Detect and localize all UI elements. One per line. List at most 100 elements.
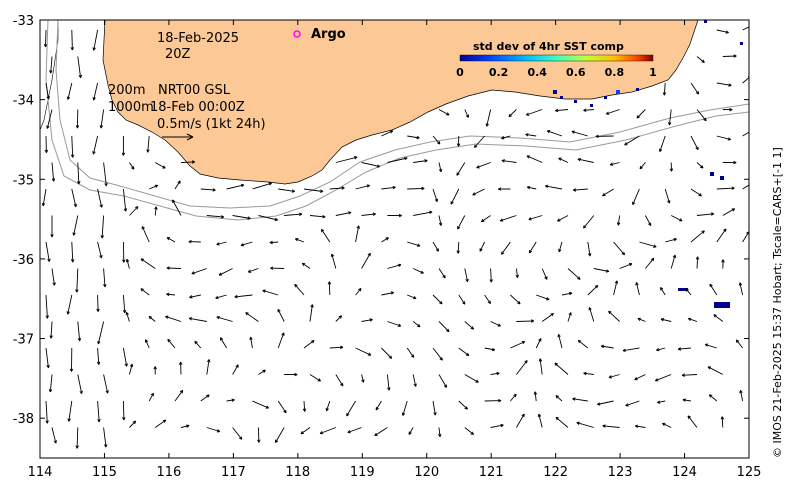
current-vector-head [733, 160, 737, 165]
current-vector-head [557, 334, 561, 338]
current-vector [526, 109, 543, 116]
current-vector [573, 188, 588, 191]
current-vector [250, 336, 253, 349]
current-vector-head [413, 383, 417, 387]
current-vector-head [49, 70, 53, 74]
current-vector [501, 135, 511, 139]
current-vector-head [568, 291, 573, 296]
current-vector-head [525, 112, 530, 116]
current-vector-head [140, 258, 145, 262]
current-vector [510, 294, 521, 305]
current-vector [206, 215, 224, 218]
current-vector-head [446, 328, 450, 333]
current-vector-head [150, 392, 154, 397]
current-vector-head [546, 129, 551, 134]
current-vector-head [392, 185, 396, 190]
current-vector [587, 241, 591, 257]
current-vector-head [186, 424, 190, 428]
current-vector [432, 294, 443, 305]
current-vector [558, 241, 563, 253]
current-vector-head [654, 378, 659, 382]
current-vector-head [66, 96, 71, 100]
current-vector-head [96, 308, 100, 312]
current-vector-head [733, 54, 737, 58]
current-vector [51, 162, 55, 182]
current-vector [140, 258, 156, 269]
current-vector [716, 135, 731, 141]
current-vector [122, 347, 128, 367]
current-vector-head [417, 323, 421, 328]
current-vector [149, 184, 158, 190]
current-vector [309, 215, 326, 218]
current-vector [167, 339, 176, 349]
current-vector [347, 427, 362, 433]
current-vector-head [595, 134, 599, 139]
current-vector [458, 400, 468, 410]
current-vector [226, 184, 245, 190]
current-vector [613, 280, 618, 296]
current-vector-head [165, 315, 169, 319]
current-vector-head [679, 218, 683, 222]
current-vector-head [587, 253, 592, 257]
current-vector [42, 188, 47, 206]
current-vector-head [703, 117, 707, 122]
current-vector [346, 400, 356, 417]
current-vector [129, 206, 139, 216]
current-vector [490, 424, 504, 428]
current-vector-head [220, 215, 225, 219]
current-vector [597, 400, 614, 405]
current-vector [716, 29, 729, 34]
current-vector [407, 187, 425, 190]
current-vector [408, 427, 414, 435]
current-vector-head [75, 289, 79, 293]
current-vector [709, 394, 718, 402]
current-vector [655, 374, 672, 382]
current-vector-head [701, 230, 705, 234]
current-vector-head [92, 47, 96, 51]
current-vector [103, 268, 106, 288]
current-vector-head [262, 369, 266, 373]
current-vector-head [238, 436, 243, 440]
current-vector [166, 267, 182, 269]
current-vector [602, 188, 614, 197]
current-vector-head [554, 362, 558, 367]
current-vector [555, 395, 563, 402]
current-vector-head [555, 395, 559, 399]
current-vector-head [166, 266, 170, 270]
current-vector [387, 157, 408, 163]
current-vector-head [622, 348, 626, 352]
current-vector [77, 321, 81, 341]
current-vector-head [498, 398, 502, 403]
current-vector-head [521, 413, 525, 418]
current-vector-head [637, 317, 641, 321]
current-vector-head [191, 160, 196, 164]
current-vector-head [545, 184, 549, 189]
current-vector-head [526, 185, 531, 190]
current-vector-head [639, 165, 643, 170]
current-vector-head [438, 433, 442, 438]
current-vector-head [129, 363, 134, 368]
y-tick-label: -37 [13, 333, 34, 348]
current-vector-head [131, 166, 135, 170]
current-vector-head [125, 311, 129, 316]
current-vector-head [625, 403, 629, 407]
current-vector-head [154, 184, 159, 188]
current-vector-head [416, 243, 421, 247]
current-vector [245, 312, 259, 322]
current-vector [381, 292, 394, 296]
current-vector-head [751, 129, 754, 132]
current-vector [381, 237, 389, 243]
current-vector-head [568, 312, 572, 316]
current-vector-head [294, 372, 298, 377]
current-vector [742, 131, 749, 137]
current-vector-head [49, 335, 53, 339]
current-vector-head [47, 258, 51, 262]
current-vector [252, 182, 272, 190]
current-vector [558, 157, 569, 163]
current-vector-head [413, 295, 417, 300]
current-vector-head [358, 287, 362, 292]
current-vector [716, 228, 727, 243]
current-vector [303, 400, 306, 412]
current-vector-head [269, 240, 273, 245]
current-vector-head [614, 280, 619, 284]
